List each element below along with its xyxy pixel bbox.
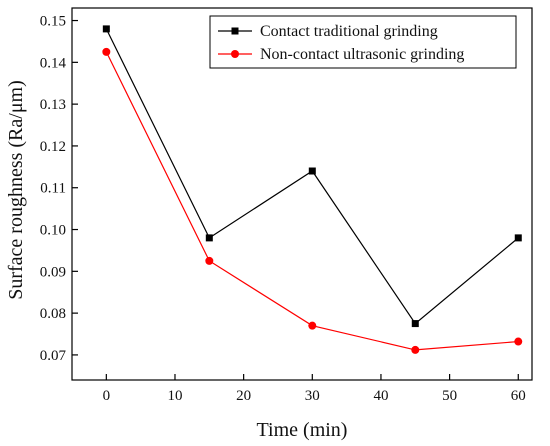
y-tick-label: 0.14 xyxy=(40,55,67,71)
y-tick-label: 0.11 xyxy=(40,181,66,197)
data-point xyxy=(205,256,214,265)
legend-marker xyxy=(231,27,239,35)
x-tick-label: 50 xyxy=(442,388,457,404)
y-tick-label: 0.08 xyxy=(40,306,66,322)
data-point xyxy=(205,234,213,242)
y-tick-label: 0.15 xyxy=(40,14,66,30)
plot-frame xyxy=(71,7,533,381)
series-1 xyxy=(102,25,522,328)
legend-marker xyxy=(231,50,239,58)
y-tick-label: 0.12 xyxy=(40,139,66,155)
x-tick-label: 10 xyxy=(167,388,182,404)
data-point xyxy=(514,234,522,242)
y-tick-label: 0.09 xyxy=(40,264,66,280)
legend-item: Non-contact ultrasonic grinding xyxy=(218,46,464,63)
y-axis-ticks: 0.07 0.08 0.09 0.10 0.11 0.12 0.13 0.14 0.15 xyxy=(40,14,78,364)
x-tick-label: 0 xyxy=(103,388,111,404)
series-2 xyxy=(102,47,523,354)
x-tick-label: 60 xyxy=(511,388,526,404)
axes xyxy=(71,7,533,381)
x-tick-label: 20 xyxy=(236,388,251,404)
x-tick-label: 30 xyxy=(305,388,320,404)
y-tick-label: 0.07 xyxy=(40,348,67,364)
data-point xyxy=(308,167,316,175)
data-point xyxy=(102,47,111,56)
series-line xyxy=(105,51,519,351)
x-tick-label: 40 xyxy=(373,388,388,404)
data-point xyxy=(411,320,419,328)
y-tick-label: 0.10 xyxy=(40,223,66,239)
legend-label: Contact traditional grinding xyxy=(260,23,438,40)
y-tick-label: 0.13 xyxy=(40,97,66,113)
y-axis-title: Surface roughness (Ra/μm) xyxy=(5,80,27,300)
legend-item: Contact traditional grinding xyxy=(218,23,438,40)
series-layer xyxy=(102,25,523,354)
legend-label: Non-contact ultrasonic grinding xyxy=(260,46,464,63)
legend: Contact traditional grinding Non-contact … xyxy=(209,15,517,69)
x-axis-title: Time (min) xyxy=(257,419,348,441)
data-point xyxy=(411,345,420,354)
data-point xyxy=(514,337,523,346)
data-point xyxy=(308,321,317,330)
data-point xyxy=(102,25,110,33)
x-axis-ticks: 0 10 20 30 40 50 60 xyxy=(103,374,526,404)
legend-box xyxy=(209,15,517,69)
